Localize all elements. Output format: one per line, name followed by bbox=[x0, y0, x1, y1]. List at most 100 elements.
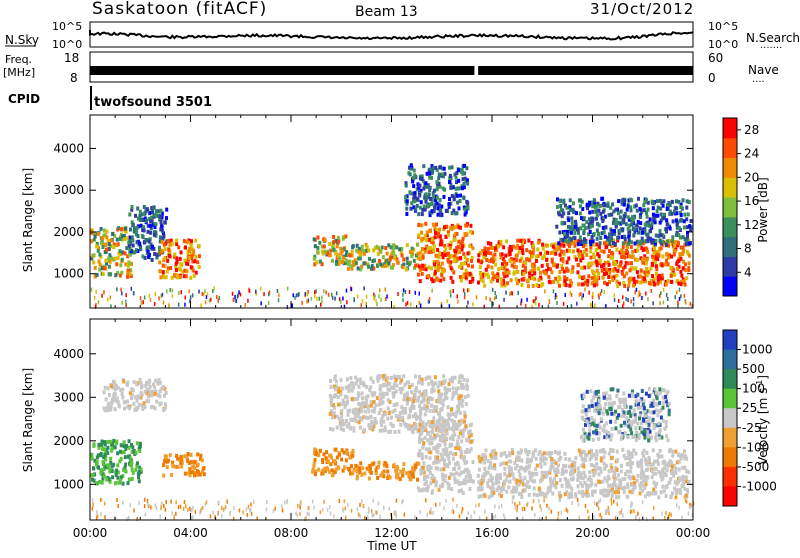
scatter-cell bbox=[465, 166, 468, 170]
scatter-cell bbox=[430, 202, 433, 206]
scatter-cell bbox=[678, 468, 681, 472]
scatter-cell bbox=[417, 223, 420, 227]
scatter-cell bbox=[149, 385, 152, 389]
scatter-cell bbox=[663, 472, 666, 476]
scatter-cell bbox=[153, 252, 156, 256]
scatter-cell bbox=[357, 295, 359, 299]
scatter-cell bbox=[547, 275, 550, 279]
scatter-cell bbox=[330, 385, 333, 389]
scatter-cell bbox=[393, 403, 396, 407]
scatter-cell bbox=[263, 292, 265, 296]
scatter-cell bbox=[561, 472, 564, 476]
scatter-cell bbox=[602, 226, 605, 230]
scatter-cell bbox=[509, 480, 512, 484]
freq-right-tick-bottom: 0 bbox=[708, 71, 716, 85]
scatter-cell bbox=[321, 458, 324, 462]
scatter-cell bbox=[311, 297, 313, 301]
scatter-cell bbox=[616, 458, 619, 462]
scatter-cell bbox=[330, 398, 333, 402]
scatter-cell bbox=[392, 395, 395, 399]
scatter-cell bbox=[420, 223, 423, 227]
scatter-cell bbox=[652, 206, 655, 210]
scatter-cell bbox=[97, 232, 100, 236]
scatter-cell bbox=[641, 258, 644, 262]
scatter-cell bbox=[138, 445, 141, 449]
scatter-cell bbox=[467, 394, 470, 398]
scatter-cell bbox=[624, 265, 627, 269]
scatter-cell bbox=[526, 452, 529, 456]
scatter-cell bbox=[326, 467, 329, 471]
scatter-cell bbox=[321, 300, 323, 304]
scatter-cell bbox=[466, 201, 469, 205]
scatter-cell bbox=[333, 459, 336, 463]
scatter-cell bbox=[634, 242, 637, 246]
scatter-cell bbox=[614, 410, 617, 414]
scatter-cell bbox=[150, 405, 153, 409]
scatter-cell bbox=[637, 461, 640, 465]
scatter-cell bbox=[164, 402, 167, 406]
scatter-cell bbox=[406, 243, 409, 247]
scatter-cell bbox=[351, 250, 354, 254]
scatter-cell bbox=[640, 472, 643, 476]
y-tick-label: 4000 bbox=[53, 141, 84, 155]
scatter-cell bbox=[399, 477, 402, 481]
scatter-cell bbox=[435, 461, 438, 465]
scatter-cell bbox=[328, 242, 331, 246]
scatter-cell bbox=[616, 284, 619, 288]
scatter-cell bbox=[98, 260, 101, 264]
scatter-cell bbox=[665, 253, 668, 257]
scatter-cell bbox=[336, 415, 339, 419]
scatter-cell bbox=[392, 251, 395, 255]
scatter-cell bbox=[454, 480, 457, 484]
scatter-cell bbox=[596, 204, 599, 208]
scatter-cell bbox=[188, 289, 190, 293]
scatter-cell bbox=[422, 466, 425, 470]
scatter-cell bbox=[120, 227, 123, 231]
scatter-cell bbox=[656, 282, 659, 286]
scatter-cell bbox=[125, 301, 127, 305]
scatter-cell bbox=[162, 385, 165, 389]
scatter-cell bbox=[172, 294, 174, 298]
scatter-cell bbox=[583, 481, 586, 485]
scatter-cell bbox=[460, 451, 463, 455]
scatter-cell bbox=[175, 454, 178, 458]
scatter-cell bbox=[446, 432, 449, 436]
scatter-cell bbox=[675, 295, 677, 299]
scatter-cell bbox=[308, 299, 310, 303]
power-colorbar-segment bbox=[723, 138, 737, 158]
scatter-cell bbox=[107, 257, 110, 261]
scatter-cell bbox=[341, 448, 344, 452]
scatter-cell bbox=[95, 244, 98, 248]
scatter-cell bbox=[605, 422, 608, 426]
scatter-cell bbox=[454, 446, 457, 450]
scatter-cell bbox=[505, 239, 508, 243]
y-tick-label: 2000 bbox=[53, 225, 84, 239]
scatter-cell bbox=[184, 245, 187, 249]
scatter-cell bbox=[446, 396, 449, 400]
scatter-cell bbox=[141, 255, 144, 259]
scatter-cell bbox=[609, 420, 612, 424]
scatter-cell bbox=[128, 244, 131, 248]
scatter-cell bbox=[489, 453, 492, 457]
scatter-cell bbox=[589, 230, 592, 234]
scatter-cell bbox=[684, 294, 686, 298]
scatter-cell bbox=[131, 468, 134, 472]
scatter-cell bbox=[629, 427, 632, 431]
scatter-cell bbox=[441, 407, 444, 411]
scatter-cell bbox=[448, 202, 451, 206]
scatter-cell bbox=[454, 462, 457, 466]
scatter-cell bbox=[170, 473, 173, 477]
scatter-cell bbox=[94, 296, 96, 300]
scatter-cell bbox=[390, 376, 393, 380]
scatter-cell bbox=[105, 235, 108, 239]
scatter-cell bbox=[665, 227, 668, 231]
scatter-cell bbox=[670, 280, 673, 284]
scatter-cell bbox=[424, 426, 427, 430]
scatter-cell bbox=[674, 467, 677, 471]
scatter-cell bbox=[528, 471, 531, 475]
scatter-cell bbox=[683, 219, 686, 223]
scatter-cell bbox=[635, 204, 638, 208]
scatter-cell bbox=[329, 394, 332, 398]
scatter-cell bbox=[680, 282, 683, 286]
scatter-cell bbox=[491, 271, 494, 275]
